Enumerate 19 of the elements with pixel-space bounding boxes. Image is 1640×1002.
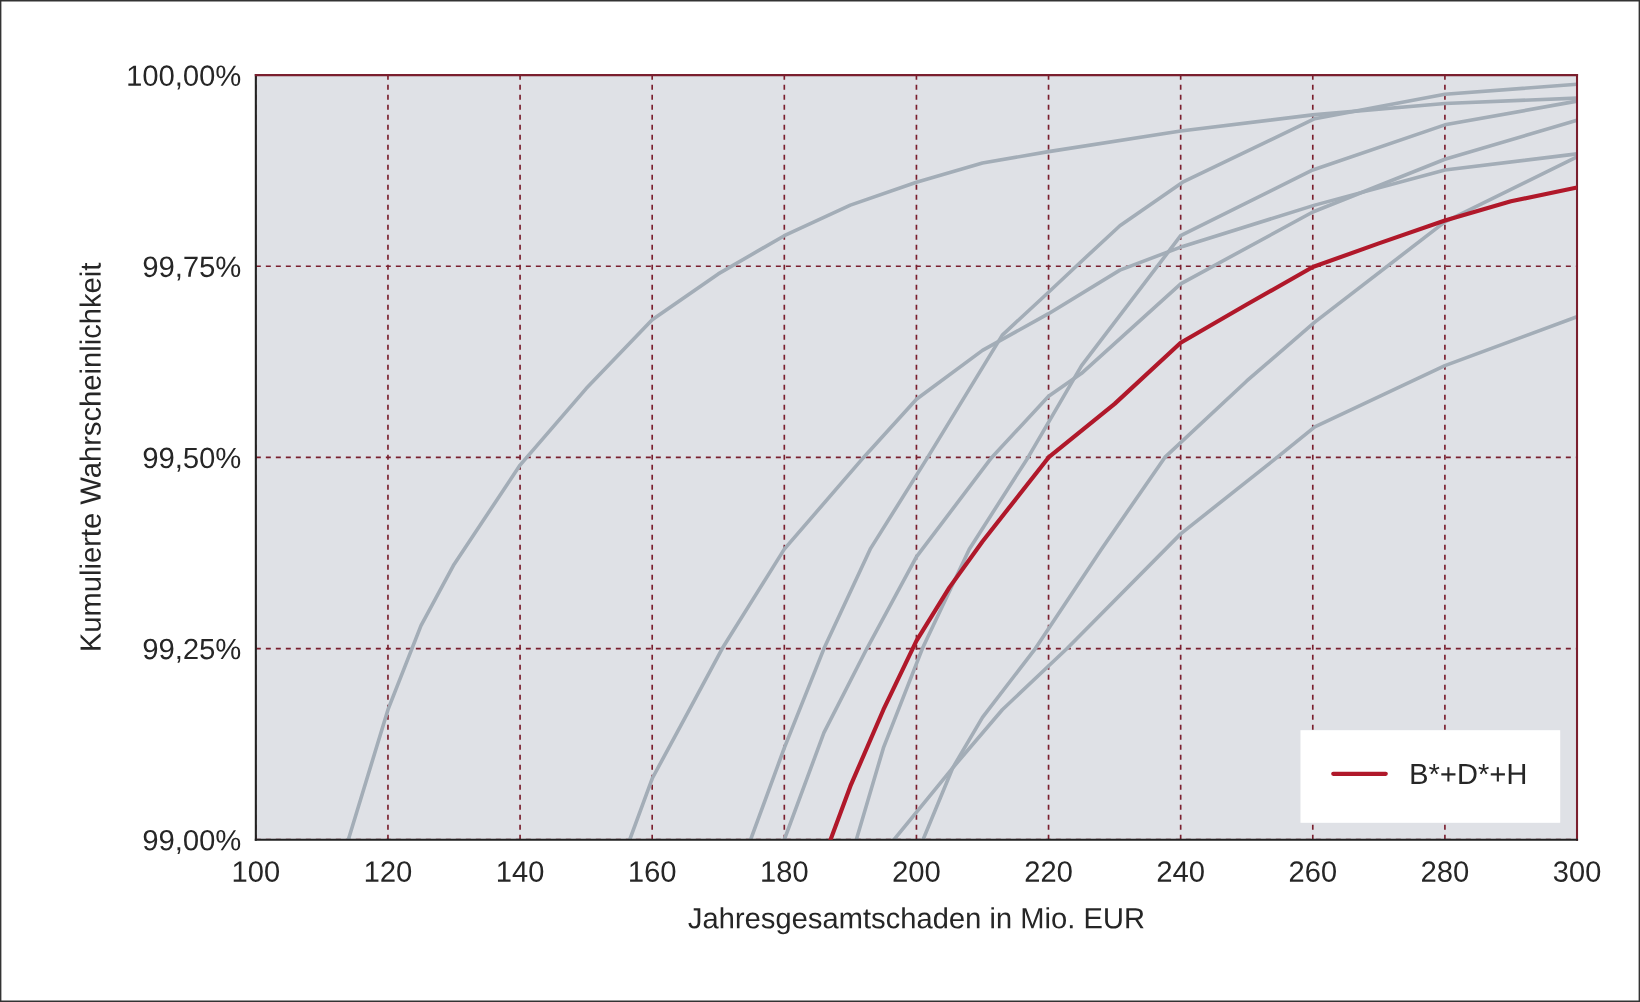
x-tick-label: 180 <box>762 861 808 882</box>
y-axis-title: Kumulierte Wahrscheinlichkeit <box>79 262 101 650</box>
y-tick-label: 99,50% <box>143 447 241 472</box>
x-axis-title: Jahresgesamtschaden in Mio. EUR <box>688 907 1144 935</box>
x-tick-label: 160 <box>630 861 676 882</box>
x-tick-label: 260 <box>1289 861 1336 882</box>
legend-label: B*+D*+H <box>1411 763 1526 785</box>
x-tick-label: 240 <box>1157 861 1204 882</box>
x-tick-label: 140 <box>497 861 544 882</box>
x-tick-label: 300 <box>1553 861 1601 882</box>
x-tick-label: 100 <box>233 861 280 882</box>
x-tick-label: 200 <box>893 861 940 882</box>
y-tick-label: 99,25% <box>143 638 241 663</box>
y-tick-label: 100,00% <box>128 65 241 90</box>
x-tick-label: 120 <box>365 861 412 882</box>
y-tick-label: 99,00% <box>143 829 241 854</box>
x-tick-label: 280 <box>1422 861 1469 882</box>
y-tick-label: 99,75% <box>143 256 241 281</box>
x-tick-label: 220 <box>1025 861 1072 882</box>
